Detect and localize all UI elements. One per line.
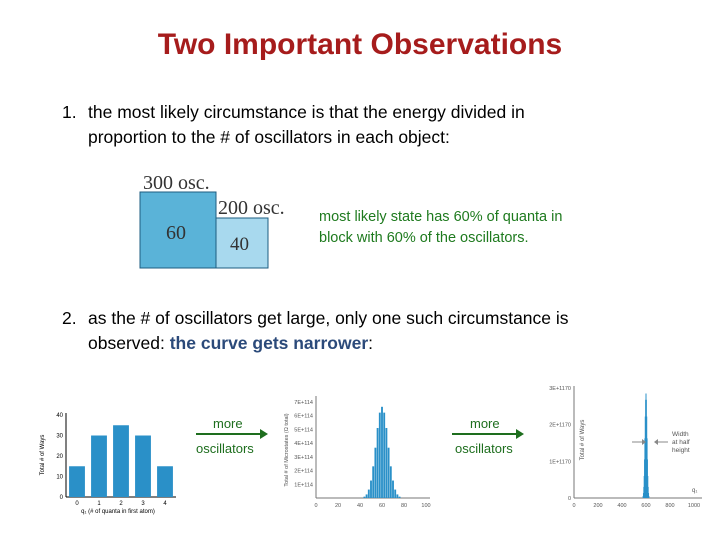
arrow-2-bottom-label: oscillators	[455, 441, 513, 456]
y-tick-label: 30	[56, 434, 63, 440]
annotation-line-2: at half	[672, 439, 690, 446]
bar	[135, 435, 151, 497]
y-tick-label: 0	[568, 496, 571, 502]
bar	[392, 480, 394, 498]
note-line-1: most likely state has 60% of quanta in	[319, 209, 563, 225]
x-tick-label: 400	[617, 503, 626, 509]
x-tick-label: 200	[593, 503, 602, 509]
line-suffix: :	[368, 333, 373, 353]
block-300-oscillators	[139, 191, 217, 269]
x-tick-label: 0	[75, 501, 79, 507]
x-axis-label: q₁ (# of quanta in first atom)	[81, 509, 155, 515]
x-tick-label: 60	[379, 503, 385, 509]
observation-number: 1.	[62, 102, 77, 122]
bar	[378, 412, 381, 498]
chart-medium-peak: 7E+114 6E+114 5E+114 4E+114 3E+114 2E+114 1E+1…	[284, 396, 431, 509]
y-tick-label: 4E+114	[294, 441, 313, 447]
x-tick-label: 600	[641, 503, 650, 509]
chart-small-histogram: 0 10 20 30 40 0 1 2 3 4 Total # of Ways q₁ (# of…	[40, 413, 176, 515]
bar	[91, 435, 107, 497]
bar	[394, 489, 397, 498]
observation-line-2: proportion to the # of oscillators in ea…	[88, 127, 450, 147]
x-tick-label: 100	[421, 503, 430, 509]
x-tick-label: 3	[141, 501, 145, 507]
bar	[648, 496, 650, 498]
page-title: Two Important Observations	[157, 28, 563, 61]
bar	[648, 493, 650, 498]
arrow-1-top-label: more	[213, 416, 243, 431]
bar	[381, 406, 383, 498]
bar	[389, 466, 392, 498]
value-60: 60	[166, 222, 186, 244]
bar	[113, 425, 129, 497]
highlight-narrower: the curve gets narrower	[169, 333, 369, 353]
block-200-oscillators	[215, 217, 269, 269]
bar	[370, 480, 372, 498]
y-tick-label: 0	[60, 495, 64, 501]
y-tick-label: 1E+114	[294, 482, 313, 488]
y-tick-label: 20	[56, 454, 63, 460]
bar	[365, 494, 368, 498]
bar	[363, 496, 366, 498]
arrow-1-bottom-label: oscillators	[196, 441, 254, 456]
arrow-1	[196, 429, 268, 439]
x-tick-label: 800	[665, 503, 674, 509]
bar	[69, 466, 85, 497]
y-tick-label: 40	[56, 413, 63, 419]
annotation-line-1: Width	[672, 431, 689, 438]
annotation-line-3: height	[672, 447, 690, 454]
observation-line-1: as the # of oscillators get large, only …	[88, 308, 569, 328]
arrow-2	[452, 429, 524, 439]
y-tick-label: 6E+114	[294, 414, 313, 420]
y-tick-label: 3E+1170	[549, 386, 571, 392]
bar	[157, 466, 173, 497]
bar	[387, 447, 390, 498]
line-prefix: observed:	[88, 333, 170, 353]
bar	[376, 427, 379, 498]
most-likely-state-note: most likely state has 60% of quanta in b…	[319, 207, 562, 249]
y-tick-label: 5E+114	[294, 427, 313, 433]
bar	[372, 466, 375, 498]
y-tick-label: 1E+1170	[549, 459, 571, 465]
x-tick-label: 1	[97, 501, 101, 507]
bar	[367, 489, 370, 498]
observation-number: 2.	[62, 308, 77, 328]
observation-line-2: observed: the curve gets narrower:	[88, 331, 373, 356]
bar	[396, 494, 399, 498]
value-40: 40	[230, 234, 249, 255]
x-tick-label: 0	[572, 503, 575, 509]
x-tick-label: 20	[335, 503, 341, 509]
arrow-2-top-label: more	[470, 416, 500, 431]
x-tick-label: 2	[119, 501, 123, 507]
x-tick-label: 1000	[688, 503, 700, 509]
chart-narrow-peak: 3E+1170 2E+1170 1E+1170 0 0 200 400 600 800 1000…	[549, 386, 702, 509]
y-axis-label: Total # of Microstates (Ω total)	[284, 413, 290, 486]
note-line-2: block with 60% of the oscillators.	[319, 230, 529, 246]
x-tick-label: 80	[401, 503, 407, 509]
y-tick-label: 2E+1170	[549, 423, 571, 429]
bar	[385, 427, 388, 498]
y-tick-label: 7E+114	[294, 400, 313, 406]
x-tick-label: 0	[314, 503, 317, 509]
y-axis-label: Total # of Ways	[580, 420, 586, 461]
y-axis-label: Total # of Ways	[40, 435, 46, 476]
bar	[398, 496, 401, 498]
x-tick-label: 4	[163, 501, 167, 507]
y-tick-label: 2E+114	[294, 469, 313, 475]
energy-blocks-illustration: 300 osc. 200 osc. 60 40	[138, 168, 298, 270]
observation-line-1: the most likely circumstance is that the…	[88, 102, 525, 122]
x-axis-label: q₁	[692, 488, 697, 494]
label-200-osc: 200 osc.	[218, 197, 285, 219]
bar	[647, 486, 649, 498]
x-tick-label: 40	[357, 503, 363, 509]
y-tick-label: 10	[56, 475, 63, 481]
bar	[383, 412, 386, 498]
bar	[374, 447, 377, 498]
label-300-osc: 300 osc.	[143, 172, 210, 194]
y-tick-label: 3E+114	[294, 455, 313, 461]
